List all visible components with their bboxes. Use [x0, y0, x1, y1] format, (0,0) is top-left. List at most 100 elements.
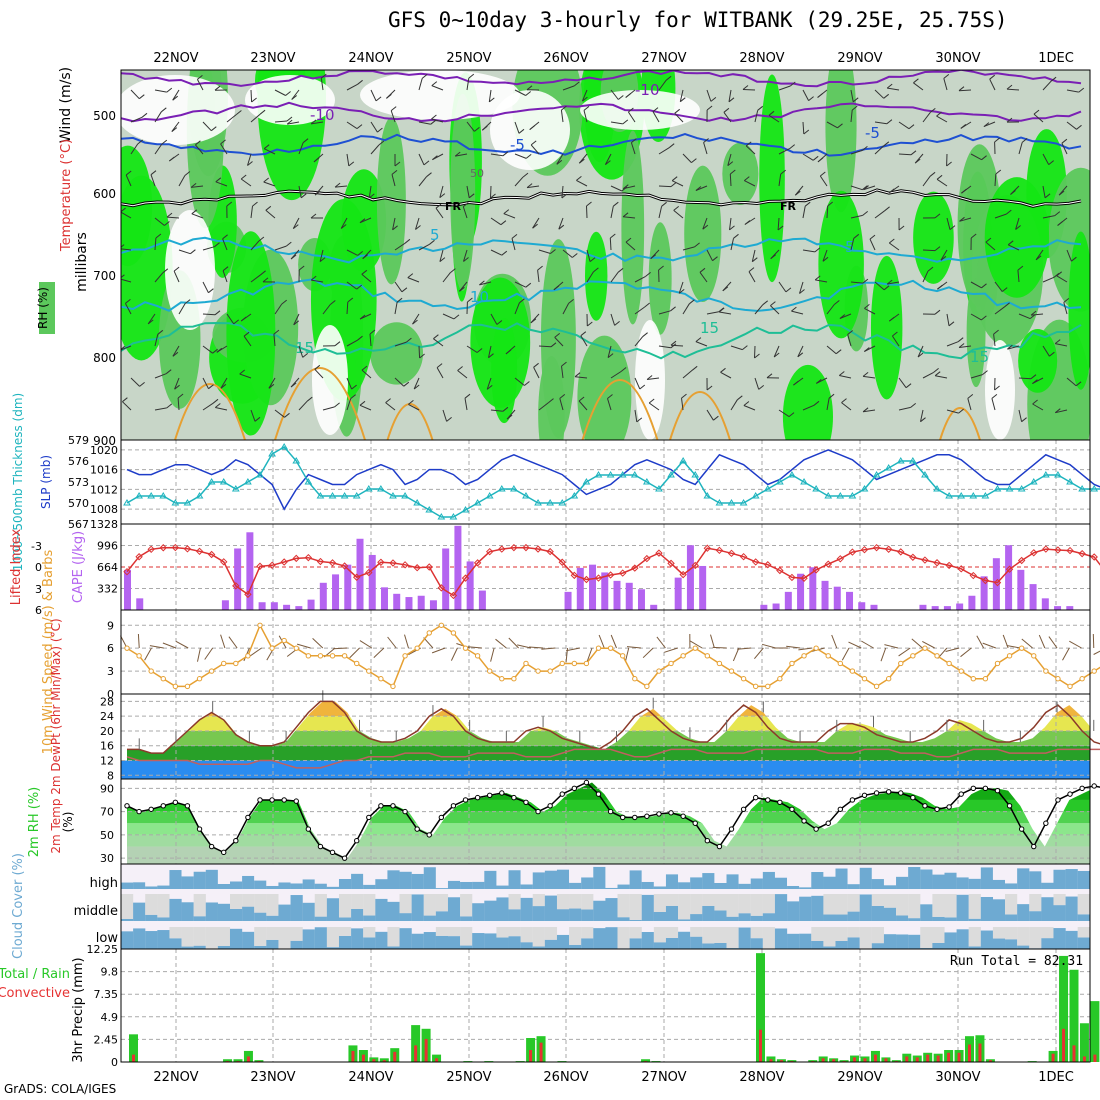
- cape-bar: [234, 548, 242, 610]
- upper-wind-barb-flag: [699, 267, 706, 273]
- cloud-gap: [496, 927, 509, 938]
- upper-wind-barb: [166, 216, 180, 219]
- upper-wind-barb: [490, 185, 492, 199]
- upper-wind-barb: [679, 89, 684, 102]
- cloud-gap: [896, 894, 909, 916]
- cloud-row-label: high: [90, 876, 118, 891]
- cloud-gap: [823, 866, 836, 877]
- cloud-block: [992, 899, 1006, 921]
- wind-marker: [1031, 653, 1037, 659]
- thickness-marker: [860, 485, 869, 492]
- upper-wind-barb: [922, 270, 929, 283]
- wind-marker: [571, 660, 578, 667]
- upper-wind-barb-flag: [994, 385, 1000, 391]
- upper-wind-barb-flag: [1004, 302, 1010, 308]
- upper-wind-barb: [390, 110, 396, 123]
- upper-wind-barb-flag: [1033, 109, 1040, 115]
- upper-wind-barb-flag: [706, 105, 713, 111]
- upper-wind-barb: [647, 377, 660, 380]
- lifted-marker: [800, 574, 808, 582]
- isotherm-minus5: [121, 132, 1082, 157]
- upper-wind-barb-flag: [910, 150, 917, 156]
- cloud-block: [569, 882, 582, 889]
- upper-wind-barb: [578, 400, 588, 411]
- upper-wind-barb: [154, 143, 163, 155]
- lifted-marker: [993, 578, 1002, 587]
- upper-wind-barb-flag: [583, 106, 590, 111]
- upper-wind-barb: [514, 281, 527, 288]
- upper-wind-barb-flag: [723, 107, 730, 113]
- upper-wind-barb: [959, 217, 972, 222]
- cape-bar: [442, 548, 450, 610]
- upper-wind-barb-flag: [430, 119, 437, 125]
- cloud-block: [774, 894, 788, 921]
- upper-wind-barb: [575, 376, 588, 379]
- thickness-marker: [413, 499, 422, 506]
- surface-wind-barb: [517, 644, 531, 649]
- upper-wind-barb-flag: [1056, 271, 1063, 277]
- upper-wind-barb-flag: [121, 345, 126, 350]
- cloud-gap: [726, 927, 739, 949]
- upper-wind-barb-flag: [681, 393, 687, 399]
- upper-wind-barb-flag: [958, 408, 964, 414]
- upper-wind-barb: [174, 377, 180, 390]
- upper-wind-barb-flag: [770, 301, 776, 306]
- upper-wind-barb: [537, 270, 540, 283]
- upper-wind-barb-flag: [408, 400, 414, 405]
- upper-wind-barb-flag: [292, 224, 299, 229]
- upper-wind-barb-flag: [214, 242, 220, 248]
- date-label-bottom: 28NOV: [739, 1070, 784, 1085]
- cloud-block: [992, 879, 1006, 889]
- upper-wind-barb: [658, 80, 667, 91]
- wind-marker: [656, 668, 662, 674]
- rh-marker: [208, 843, 215, 850]
- cloud-gap: [714, 894, 727, 911]
- upper-wind-barb-flag: [847, 330, 854, 335]
- upper-wind-barb: [674, 112, 684, 123]
- upper-wind-barb: [122, 401, 132, 411]
- cloud-gap: [496, 866, 509, 886]
- upper-wind-barb: [202, 281, 209, 293]
- rh-marker: [958, 791, 964, 797]
- cloud-gap: [157, 866, 170, 886]
- lifted-marker: [292, 554, 300, 563]
- upper-wind-barb: [121, 345, 132, 351]
- rh-marker: [994, 787, 1001, 794]
- rh-marker: [196, 826, 203, 832]
- thickness-marker: [933, 485, 941, 492]
- upper-wind-barb: [634, 275, 646, 283]
- panel-bg-slp: [121, 440, 1090, 524]
- upper-wind-barb-flag: [745, 141, 752, 147]
- upper-wind-barb-flag: [553, 285, 560, 291]
- cloud-axis-label: Cloud Cover (%): [11, 853, 26, 959]
- wind-marker: [1006, 653, 1013, 659]
- lifted-marker: [981, 576, 990, 585]
- cloud-block: [750, 938, 763, 949]
- wind-marker: [547, 668, 553, 674]
- upper-wind-barb-flag: [369, 329, 376, 335]
- cloud-block: [290, 895, 303, 921]
- upper-wind-barb: [802, 206, 806, 219]
- cloud-block: [883, 907, 897, 921]
- thickness-marker: [642, 478, 651, 485]
- upper-wind-barb-flag: [391, 170, 398, 175]
- upper-wind-barb-flag: [439, 257, 446, 262]
- upper-wind-barb-flag: [195, 140, 201, 146]
- thickness-marker: [546, 499, 555, 506]
- upper-wind-barb: [514, 377, 525, 386]
- surface-wind-barb: [1093, 650, 1100, 655]
- wind-marker: [1055, 676, 1061, 682]
- upper-wind-barb: [874, 281, 885, 291]
- upper-wind-barb: [154, 407, 167, 411]
- cloud-block: [968, 878, 981, 889]
- rh-unit-label: (%): [61, 812, 75, 833]
- upper-wind-barb: [514, 89, 526, 96]
- upper-wind-barb: [490, 217, 502, 226]
- cloud-block: [992, 938, 1006, 949]
- upper-wind-barb-flag: [177, 393, 184, 399]
- precip-total-bar: [1090, 1001, 1100, 1062]
- upper-wind-barb-flag: [502, 151, 509, 157]
- cloud-gap: [908, 894, 921, 919]
- upper-wind-barb: [1007, 345, 1020, 350]
- surface-wind-barb: [373, 647, 385, 658]
